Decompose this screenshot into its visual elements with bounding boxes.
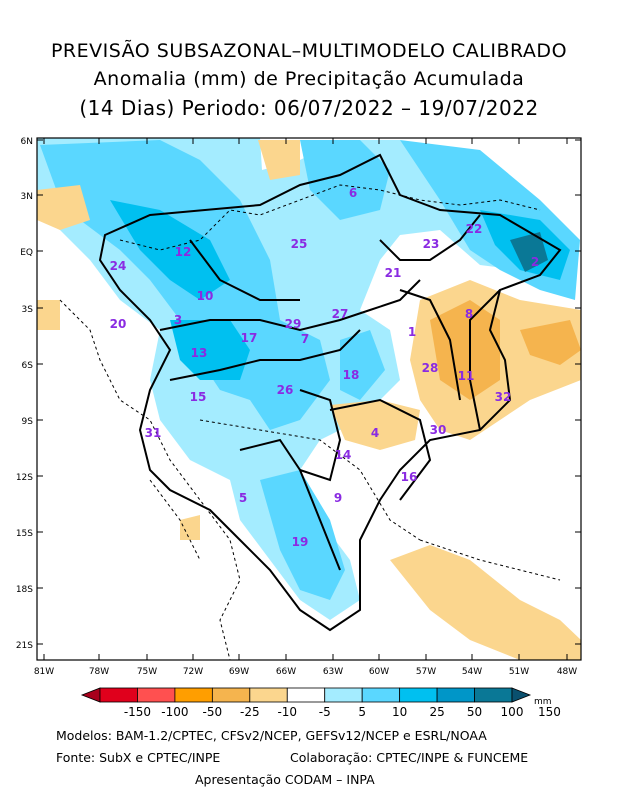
source-credit: Fonte: SubX e CPTEC/INPE bbox=[56, 750, 221, 765]
map-subtitle: Anomalia (mm) de Precipitação Acumulada bbox=[93, 68, 525, 90]
basin-label: 10 bbox=[197, 289, 214, 303]
basin-label: 12 bbox=[175, 245, 192, 259]
basin-label: 4 bbox=[371, 426, 379, 440]
colorbar-label: -5 bbox=[319, 705, 331, 719]
colorbar-swatch bbox=[286, 687, 326, 703]
lat-label: 3N bbox=[21, 192, 33, 202]
lon-label: 51W bbox=[509, 667, 529, 677]
lon-label: 69W bbox=[229, 667, 249, 677]
lat-label: 6N bbox=[21, 137, 33, 147]
basin-label: 5 bbox=[239, 491, 247, 505]
lon-label: 48W bbox=[557, 667, 577, 677]
basin-label: 7 bbox=[301, 332, 309, 346]
colorbar-swatch bbox=[211, 687, 251, 703]
colorbar-arrow-high bbox=[511, 687, 532, 703]
colorbar-label: 25 bbox=[429, 705, 444, 719]
colorbar-unit: mm bbox=[534, 697, 552, 707]
basin-label: 30 bbox=[430, 423, 447, 437]
colorbar-label: 150 bbox=[538, 705, 561, 719]
basin-label: 29 bbox=[285, 317, 302, 331]
basin-label: 6 bbox=[349, 186, 357, 200]
basin-label: 13 bbox=[191, 346, 208, 360]
colorbar-swatch bbox=[137, 687, 176, 703]
lon-label: 57W bbox=[416, 667, 436, 677]
basin-label: 23 bbox=[423, 237, 440, 251]
lat-label: 21S bbox=[16, 641, 33, 651]
lon-label: 81W bbox=[34, 667, 54, 677]
basin-label: 27 bbox=[332, 307, 349, 321]
basin-label: 32 bbox=[495, 390, 512, 404]
lon-label: 78W bbox=[89, 667, 109, 677]
lon-label: 54W bbox=[462, 667, 482, 677]
colorbar-swatch bbox=[436, 687, 475, 703]
colorbar-label: -50 bbox=[203, 705, 223, 719]
colorbar-swatch bbox=[249, 687, 288, 703]
basin-outlines bbox=[98, 153, 562, 632]
colorbar-swatch bbox=[99, 687, 138, 703]
lat-label: 6S bbox=[22, 361, 34, 371]
basin-label: 9 bbox=[334, 491, 342, 505]
basin-label: 15 bbox=[190, 390, 207, 404]
models-credit: Modelos: BAM-1.2/CPTEC, CFSv2/NCEP, GEFS… bbox=[56, 728, 487, 743]
lon-label: 72W bbox=[183, 667, 203, 677]
lat-label: 9S bbox=[22, 417, 34, 427]
lon-label: 63W bbox=[323, 667, 343, 677]
basin-label: 22 bbox=[466, 222, 483, 236]
basin-label: 3 bbox=[174, 313, 182, 327]
colorbar-label: -100 bbox=[161, 705, 188, 719]
latitude-axis: 6N 3N EQ 3S 6S 9S 12S 15S 18S 21S bbox=[16, 137, 581, 651]
basin-labels: 1234567891011121314151617181920212223242… bbox=[110, 186, 540, 549]
colorbar-swatch bbox=[474, 687, 513, 703]
lat-label: 18S bbox=[16, 585, 33, 595]
basin-label: 1 bbox=[408, 325, 416, 339]
colorbar-label: 100 bbox=[501, 705, 524, 719]
colorbar-swatch bbox=[399, 687, 438, 703]
colorbar-label: -10 bbox=[277, 705, 297, 719]
basin-label: 16 bbox=[401, 470, 418, 484]
colorbar-label: 5 bbox=[358, 705, 366, 719]
collaboration-credit: Colaboração: CPTEC/INPE & FUNCEME bbox=[290, 750, 529, 765]
basin-label: 18 bbox=[343, 368, 360, 382]
lat-label: 3S bbox=[22, 305, 34, 315]
basin-label: 2 bbox=[531, 255, 539, 269]
basin-label: 8 bbox=[465, 307, 473, 321]
basin-label: 28 bbox=[422, 361, 439, 375]
colorbar-label: -25 bbox=[240, 705, 260, 719]
presentation-credit: Apresentação CODAM – INPA bbox=[195, 772, 375, 787]
colorbar-swatch bbox=[174, 687, 213, 703]
basin-label: 11 bbox=[458, 369, 475, 383]
lon-label: 60W bbox=[369, 667, 389, 677]
colorbar-label: -150 bbox=[124, 705, 151, 719]
colorbar-label: 50 bbox=[467, 705, 482, 719]
anomaly-field bbox=[37, 138, 581, 660]
colorbar-swatch bbox=[324, 687, 363, 703]
colorbar-swatch bbox=[361, 687, 401, 703]
basin-label: 14 bbox=[335, 448, 352, 462]
basin-label: 19 bbox=[292, 535, 309, 549]
country-borders bbox=[59, 184, 561, 661]
basin-label: 21 bbox=[385, 266, 402, 280]
basin-label: 25 bbox=[291, 237, 308, 251]
longitude-axis: 81W 78W 75W 72W 69W 66W 63W 60W 57W 54W 51W 48W bbox=[34, 138, 577, 677]
basin-label: 31 bbox=[145, 426, 162, 440]
colorbar-label: 10 bbox=[392, 705, 407, 719]
lat-label: 12S bbox=[16, 473, 33, 483]
map-title: PREVISÃO SUBSAZONAL–MULTIMODELO CALIBRAD… bbox=[50, 40, 568, 62]
map-period: (14 Dias) Periodo: 06/07/2022 – 19/07/20… bbox=[79, 96, 539, 120]
basin-label: 24 bbox=[110, 259, 127, 273]
basin-label: 17 bbox=[241, 331, 258, 345]
lat-label: EQ bbox=[20, 248, 33, 258]
lon-label: 75W bbox=[137, 667, 157, 677]
basin-label: 20 bbox=[110, 317, 127, 331]
lon-label: 66W bbox=[276, 667, 296, 677]
colorbar-arrow-low bbox=[80, 687, 101, 703]
lat-label: 15S bbox=[16, 529, 33, 539]
basin-label: 26 bbox=[277, 383, 294, 397]
